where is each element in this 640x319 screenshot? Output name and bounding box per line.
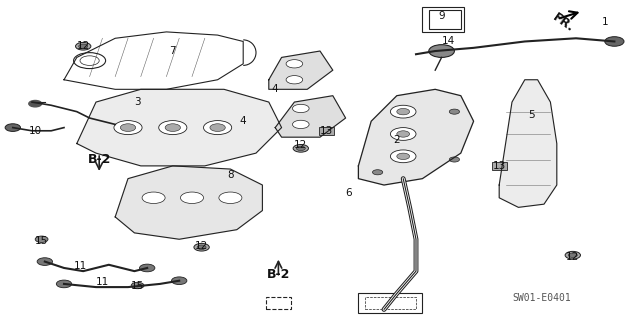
Text: 13: 13 [493,161,506,171]
Circle shape [159,121,187,135]
Circle shape [142,192,165,204]
Text: 15: 15 [131,280,144,291]
Circle shape [140,264,155,272]
Polygon shape [77,89,282,166]
Circle shape [79,44,88,48]
Circle shape [204,121,232,135]
Circle shape [397,153,410,160]
Circle shape [172,277,187,285]
Circle shape [219,192,242,204]
Polygon shape [358,89,474,185]
Circle shape [565,251,580,259]
Circle shape [197,245,206,249]
Text: 11: 11 [74,261,86,271]
Circle shape [114,121,142,135]
Circle shape [293,145,308,152]
Text: SW01-E0401: SW01-E0401 [512,293,571,303]
Circle shape [372,170,383,175]
Circle shape [390,128,416,140]
Text: 12: 12 [195,241,208,251]
Text: 13: 13 [320,126,333,136]
Bar [429,10,461,29]
Text: B-2: B-2 [267,268,290,281]
Circle shape [29,100,42,107]
Polygon shape [115,166,262,239]
Polygon shape [275,96,346,137]
Circle shape [605,37,624,46]
Text: 4: 4 [272,84,278,94]
Circle shape [296,146,305,151]
Circle shape [165,124,180,131]
Text: 12: 12 [77,41,90,51]
Circle shape [76,42,91,50]
Text: 2: 2 [394,135,400,145]
Bar [365,297,416,309]
Bar [358,293,422,313]
Polygon shape [499,80,557,207]
Circle shape [286,76,303,84]
Text: 4: 4 [240,116,246,126]
Circle shape [35,236,48,242]
Circle shape [194,243,209,251]
Bar [319,127,334,135]
Text: 9: 9 [438,11,445,21]
Polygon shape [269,51,333,89]
Circle shape [449,109,460,114]
Circle shape [120,124,136,131]
Text: 12: 12 [566,252,579,262]
Circle shape [210,124,225,131]
Circle shape [131,282,144,289]
Text: B-2: B-2 [88,153,111,166]
Text: 7: 7 [170,46,176,56]
Text: 6: 6 [346,188,352,198]
Text: 11: 11 [96,277,109,287]
Text: 12: 12 [294,140,307,150]
Circle shape [37,258,52,265]
Circle shape [568,253,577,257]
Text: 10: 10 [29,126,42,136]
Circle shape [429,45,454,57]
Circle shape [449,157,460,162]
Circle shape [292,104,309,113]
Circle shape [180,192,204,204]
Circle shape [397,131,410,137]
Text: 14: 14 [442,36,454,47]
Circle shape [390,105,416,118]
Circle shape [286,60,303,68]
Text: 5: 5 [528,110,534,120]
Circle shape [5,124,20,131]
Text: 8: 8 [227,170,234,181]
Circle shape [390,150,416,163]
Text: 15: 15 [35,236,48,246]
Circle shape [56,280,72,288]
Text: FR.: FR. [550,11,577,34]
Bar [492,162,507,170]
Text: 3: 3 [134,97,141,107]
Circle shape [292,120,309,129]
Circle shape [397,108,410,115]
Text: 1: 1 [602,17,608,27]
Bar [266,297,291,309]
